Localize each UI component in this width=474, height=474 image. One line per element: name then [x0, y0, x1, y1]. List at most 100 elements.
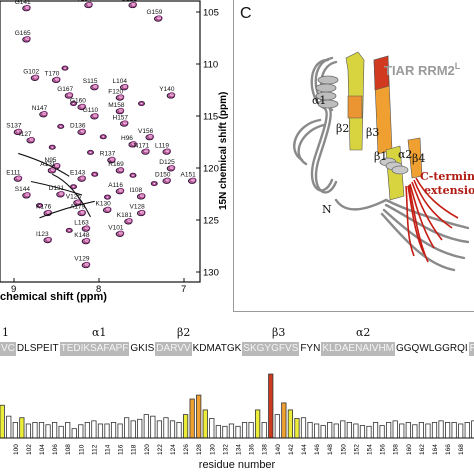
nmr-peak [136, 209, 146, 217]
nmr-peak [90, 113, 99, 120]
bar-x-tick-label: 118 [131, 444, 138, 455]
bar-x-tick-label: 106 [52, 444, 59, 455]
nmr-peak [13, 128, 23, 136]
residue-bar [294, 418, 300, 439]
nmr-peak-label: V101 [108, 225, 124, 232]
assignment-line [30, 180, 83, 196]
residue-bar [366, 425, 372, 439]
nmr-peak-label: I127 [19, 131, 32, 138]
nmr-peak [48, 144, 56, 150]
bar-x-tick-label: 144 [301, 444, 308, 455]
residue-bar [438, 420, 444, 439]
bar-x-tick-label: 148 [327, 444, 334, 455]
nmr-peak-label: E111 [6, 169, 21, 176]
nmr-peak [43, 236, 53, 244]
residue-bar [58, 425, 64, 439]
residue-bar [156, 420, 162, 439]
nmr-peak [115, 94, 125, 101]
nmr-peak-label: M158 [108, 102, 125, 109]
residue-bar [425, 423, 431, 439]
nmr-peak-label: S144 [15, 186, 31, 193]
nmr-peak-label: G102 [23, 69, 39, 76]
residue-bar [464, 422, 470, 439]
residue-bar [117, 423, 123, 439]
nmr-peak-label: I123 [36, 231, 49, 238]
bar-x-tick-label: 158 [393, 444, 400, 455]
residue-bar [38, 422, 45, 439]
y-tick-label: 105 [203, 8, 219, 19]
bar-x-tick-label: 142 [288, 444, 295, 455]
y-tick-label: 115 [203, 112, 218, 123]
nmr-peak [162, 148, 172, 155]
nmr-peak [124, 218, 133, 225]
nmr-peak [166, 165, 176, 172]
nmr-peak [166, 92, 176, 99]
residue-bar [91, 420, 97, 439]
ss-label-alpha1: α1 [92, 326, 107, 339]
x-tick-label: 8 [96, 284, 101, 295]
bar-x-tick-label: 156 [380, 444, 387, 455]
residue-bar [274, 414, 280, 439]
bar-x-tick-label: 110 [78, 444, 85, 455]
y-tick-label: 125 [203, 216, 219, 227]
nmr-peak-label: G159 [147, 9, 163, 16]
nmr-peak [81, 237, 91, 245]
sequence-segment: VC [0, 342, 16, 356]
residue-bar [124, 417, 130, 439]
nmr-peak [26, 137, 36, 144]
nmr-peak-label: G160 [70, 98, 86, 105]
nmr-peak [65, 227, 73, 233]
residue-bar-chart: 100 102 104 106 108 110 112 114 116 118 120 122 124 1… [0, 373, 474, 455]
residue-bar [169, 420, 176, 439]
sequence-segment: SKGYGFVS [242, 342, 300, 356]
nmr-peak-label: V129 [74, 256, 90, 263]
bar-x-tick-label: 134 [236, 444, 243, 455]
spectrum-frame [0, 0, 201, 283]
residue-bar [451, 422, 457, 439]
sequence-segment: DARVV [155, 342, 192, 356]
nmr-peak [36, 202, 43, 208]
residue-bar [84, 422, 90, 439]
residue-bar [372, 422, 379, 439]
residue-bar [353, 423, 359, 439]
residue-bar [313, 423, 320, 439]
panel-divider-horizontal [233, 311, 474, 312]
bar-x-tick-label: 124 [170, 444, 177, 455]
residue-bar [143, 414, 149, 439]
strand-beta2-mid [347, 95, 363, 119]
nmr-peak-label: D150 [155, 171, 171, 178]
residue-bar [412, 424, 418, 439]
nmr-peak-label: G121 [121, 0, 137, 3]
nmr-peak-label: L163 [74, 219, 89, 226]
bar-x-tick-label: 154 [367, 444, 374, 455]
nmr-peak [115, 230, 125, 237]
residue-bar [176, 422, 182, 439]
nmr-peak-label: D131 [49, 185, 65, 192]
helix-alpha2 [379, 157, 409, 175]
beta-sheet [345, 51, 423, 201]
y-axis-title: 15N chemical shift (ppm) [218, 92, 229, 210]
residue-bar [307, 422, 313, 439]
label-alpha2: α2 [398, 148, 412, 161]
nmr-peak [150, 181, 158, 187]
residue-bar [110, 422, 117, 439]
nmr-peak-label: T134 [77, 0, 92, 3]
nmr-peak [129, 172, 137, 178]
bar-x-tick-label: 100 [13, 444, 20, 455]
spectrum-peaks [13, 1, 197, 269]
residue-bar [52, 422, 58, 439]
nmr-peak [77, 128, 87, 136]
sequence-segment: KDMATGK [192, 343, 242, 354]
residue-bar [215, 425, 221, 439]
sequence-segment: FYN [300, 343, 321, 354]
residue-bar [71, 428, 77, 439]
nmr-peak-label: G165 [15, 30, 31, 37]
bar-x-tick-label: 152 [353, 444, 360, 455]
residue-bar [209, 418, 215, 439]
nmr-peak-label: A179 [70, 204, 86, 211]
sequence-row: VC DLSPEIT TEDIKSAFAPF GKIS DARVV KDMATGK SKGY… [0, 342, 474, 356]
nmr-peak-label: D136 [70, 123, 86, 130]
nmr-peak [107, 156, 116, 164]
residue-bar [458, 423, 464, 439]
residue-bar [333, 423, 339, 439]
